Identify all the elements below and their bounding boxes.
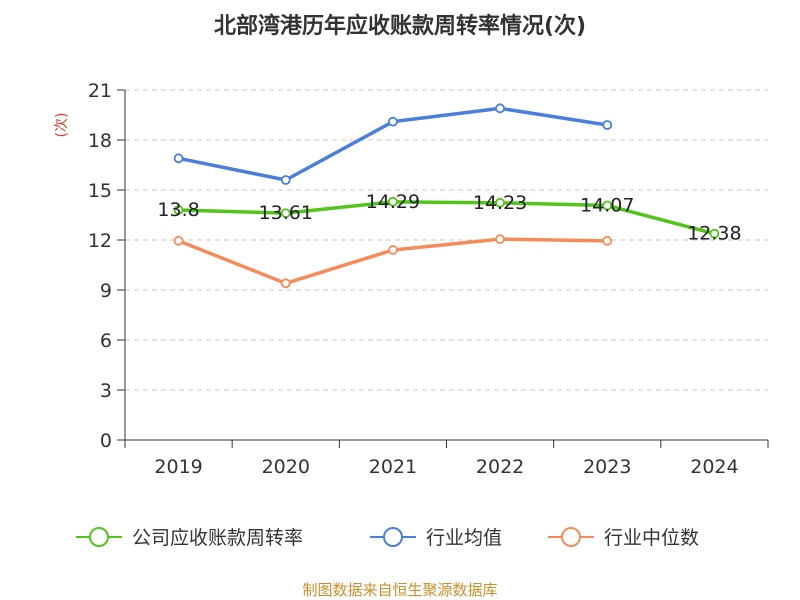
- x-tick-label: 2019: [154, 456, 202, 478]
- legend-label: 行业中位数: [604, 527, 699, 549]
- x-tick-label: 2021: [369, 456, 417, 478]
- data-point: [280, 175, 291, 185]
- data-point: [495, 197, 505, 208]
- y-tick-label: 18: [88, 130, 112, 152]
- y-tick-label: 21: [88, 80, 112, 102]
- data-point: [280, 208, 291, 219]
- y-tick-label: 15: [88, 180, 112, 202]
- data-point: [602, 235, 613, 246]
- data-point: [173, 205, 184, 215]
- y-tick-label: 3: [100, 380, 112, 402]
- data-label: 13.8: [157, 199, 199, 221]
- data-label: 14.29: [366, 191, 420, 213]
- legend-marker-icon: [561, 527, 581, 547]
- data-label: 14.23: [473, 192, 527, 214]
- legend-marker-icon: [89, 527, 109, 547]
- data-point: [173, 153, 184, 164]
- legend-label: 公司应收账款周转率: [132, 527, 303, 549]
- x-tick-label: 2024: [690, 456, 738, 478]
- axes: 0 3 6 9 12 15 18 21 2019 2020 2021 2022 2023 2024: [88, 80, 769, 478]
- data-point: [602, 120, 613, 130]
- x-tick-label: 2023: [583, 456, 631, 478]
- x-tick-label: 2020: [262, 456, 310, 478]
- legend-item: 行业均值: [370, 527, 502, 549]
- y-axis-unit: (次): [54, 113, 70, 138]
- y-tick-label: 12: [88, 230, 112, 252]
- y-tick-label: 0: [100, 430, 112, 452]
- data-label: 12.38: [687, 223, 741, 245]
- data-point: [495, 234, 505, 245]
- data-point: [388, 245, 398, 255]
- legend-marker-icon: [383, 527, 403, 547]
- y-tick-label: 6: [100, 330, 112, 352]
- data-point: [388, 116, 398, 127]
- y-tick-label: 9: [100, 280, 112, 302]
- data-point: [280, 278, 291, 289]
- data-label: 14.07: [580, 195, 634, 217]
- series-group: 13.8 13.61 14.29 14.23 14.07 12.38: [157, 103, 742, 289]
- chart-title: 北部湾港历年应收账款周转率情况(次): [214, 13, 586, 39]
- legend-item: 行业中位数: [548, 527, 699, 549]
- data-point: [388, 196, 398, 207]
- series-2: [173, 234, 613, 289]
- series-1: [173, 103, 613, 185]
- legend-item: 公司应收账款周转率: [76, 527, 303, 549]
- data-point: [709, 228, 720, 239]
- data-label: 13.61: [259, 202, 313, 224]
- legend: 公司应收账款周转率 行业均值 行业中位数: [76, 527, 699, 549]
- series-line: [176, 200, 717, 236]
- series-0: [173, 196, 720, 239]
- x-tick-label: 2022: [476, 456, 524, 478]
- legend-label: 行业均值: [426, 527, 502, 549]
- source-note: 制图数据来自恒生聚源数据库: [302, 581, 497, 599]
- data-point: [173, 235, 184, 246]
- gridlines: [125, 89, 768, 391]
- data-point: [602, 200, 613, 211]
- data-point: [495, 103, 505, 114]
